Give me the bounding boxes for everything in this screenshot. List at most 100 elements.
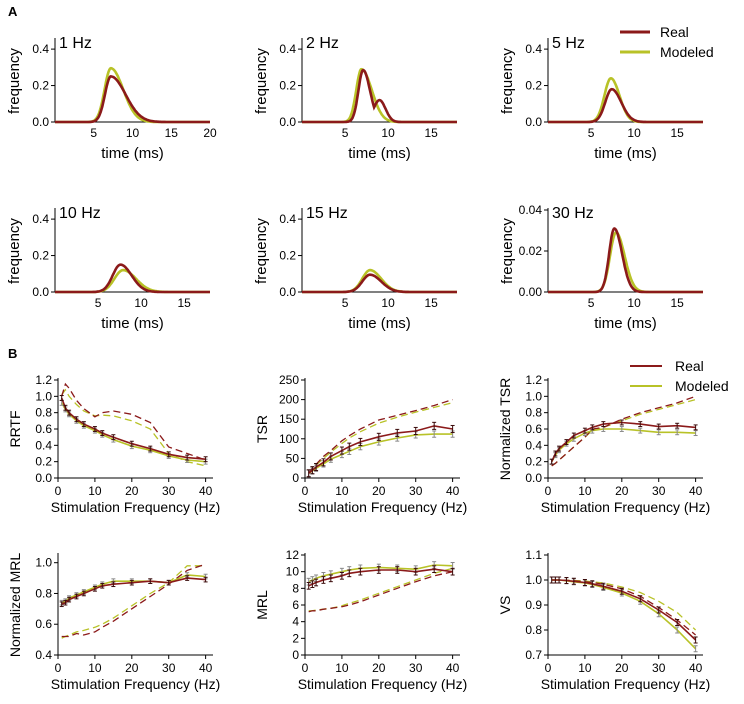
charts-container: 0.0 0.2 0.4 5 10 15 20 time (ms) frequency 1 Hz 0.… bbox=[6, 35, 710, 692]
x-tick-label: 30 bbox=[652, 484, 666, 498]
x-tick-label: 5 bbox=[95, 296, 102, 310]
modeled-curve bbox=[548, 231, 703, 294]
x-tick-label: 5 bbox=[90, 126, 97, 140]
x-tick-label: 20 bbox=[615, 484, 629, 498]
frequency-label: 2 Hz bbox=[306, 35, 339, 52]
legend-a: Real Modeled bbox=[620, 24, 714, 60]
y-tick-label: 0 bbox=[292, 471, 299, 485]
x-tick-label: 30 bbox=[409, 484, 423, 498]
y-tick-label: 250 bbox=[279, 373, 299, 387]
y-tick-label: 0.6 bbox=[525, 422, 542, 436]
y-tick-label: 100 bbox=[279, 432, 299, 446]
x-axis-label: time (ms) bbox=[594, 145, 657, 162]
x-tick-label: 20 bbox=[125, 661, 139, 675]
x-tick-label: 40 bbox=[446, 661, 460, 675]
x-tick-label: 20 bbox=[203, 126, 217, 140]
panel-label-b: B bbox=[8, 346, 17, 361]
x-tick-label: 10 bbox=[335, 661, 349, 675]
x-axis-label: Stimulation Frequency (Hz) bbox=[51, 676, 221, 692]
y-tick-label: 0.7 bbox=[525, 648, 542, 662]
x-tick-label: 10 bbox=[627, 296, 641, 310]
x-tick-label: 40 bbox=[689, 484, 703, 498]
y-axis-label: frequency bbox=[499, 218, 516, 284]
x-tick-label: 15 bbox=[424, 296, 438, 310]
y-tick-label: 0.6 bbox=[35, 617, 52, 631]
y-tick-label: 0.02 bbox=[519, 244, 543, 258]
real-curve bbox=[302, 68, 457, 124]
y-tick-label: 0.0 bbox=[279, 285, 296, 299]
x-tick-label: 40 bbox=[199, 484, 213, 498]
y-axis-label: frequency bbox=[499, 48, 516, 114]
x-axis-label: time (ms) bbox=[594, 315, 657, 332]
panel-label-a: A bbox=[8, 4, 18, 19]
real-dashed-line bbox=[308, 571, 453, 613]
y-axis-label: frequency bbox=[6, 48, 23, 114]
frequency-label: 5 Hz bbox=[552, 35, 585, 52]
x-tick-label: 10 bbox=[126, 126, 140, 140]
y-axis-label: frequency bbox=[253, 48, 270, 114]
y-tick-label: 150 bbox=[279, 412, 299, 426]
legend-b-modeled-label: Modeled bbox=[675, 378, 729, 394]
x-tick-label: 20 bbox=[372, 661, 386, 675]
x-tick-label: 10 bbox=[381, 126, 395, 140]
y-tick-label: 0.0 bbox=[35, 471, 52, 485]
x-tick-label: 0 bbox=[55, 661, 62, 675]
x-tick-label: 10 bbox=[627, 126, 641, 140]
x-tick-label: 10 bbox=[88, 484, 102, 498]
frequency-label: 1 Hz bbox=[59, 35, 92, 52]
x-tick-label: 20 bbox=[615, 661, 629, 675]
x-tick-label: 40 bbox=[446, 484, 460, 498]
y-tick-label: 0.2 bbox=[35, 455, 52, 469]
y-tick-label: 0.2 bbox=[279, 79, 296, 93]
y-tick-label: 0.9 bbox=[525, 598, 542, 612]
y-tick-label: 12 bbox=[286, 548, 300, 562]
modeled-line bbox=[551, 428, 696, 463]
y-tick-label: 0.0 bbox=[32, 115, 49, 129]
x-tick-label: 0 bbox=[545, 484, 552, 498]
frequency-label: 15 Hz bbox=[306, 205, 348, 222]
modeled-curve bbox=[302, 67, 457, 124]
x-tick-label: 30 bbox=[162, 484, 176, 498]
x-tick-label: 10 bbox=[578, 484, 592, 498]
x-tick-label: 30 bbox=[409, 661, 423, 675]
y-tick-label: 0.0 bbox=[279, 115, 296, 129]
y-tick-label: 200 bbox=[279, 393, 299, 407]
modeled-line bbox=[61, 402, 206, 463]
y-axis-label: Normalized MRL bbox=[7, 553, 23, 657]
y-tick-label: 1.2 bbox=[35, 373, 52, 387]
modeled-dashed-line bbox=[308, 567, 453, 612]
y-tick-label: 4 bbox=[292, 615, 299, 629]
x-axis-label: time (ms) bbox=[101, 315, 164, 332]
y-axis-label: frequency bbox=[6, 218, 23, 284]
y-tick-label: 0.0 bbox=[32, 285, 49, 299]
y-axis-label: frequency bbox=[253, 218, 270, 284]
x-tick-label: 20 bbox=[372, 484, 386, 498]
y-tick-label: 1.0 bbox=[35, 556, 52, 570]
x-axis-label: Stimulation Frequency (Hz) bbox=[298, 499, 468, 515]
x-tick-label: 5 bbox=[342, 296, 349, 310]
x-tick-label: 15 bbox=[670, 296, 684, 310]
y-tick-label: 0.4 bbox=[35, 648, 52, 662]
y-tick-label: 0.2 bbox=[525, 79, 542, 93]
y-tick-label: 0.8 bbox=[35, 586, 52, 600]
x-tick-label: 10 bbox=[578, 661, 592, 675]
y-tick-label: 0.2 bbox=[525, 455, 542, 469]
y-tick-label: 0.00 bbox=[519, 285, 543, 299]
chart-a4: 0.0 0.2 0.4 5 10 15 time (ms) frequency 10 Hz bbox=[6, 205, 210, 332]
chart-a3: 0.0 0.2 0.4 5 10 15 time (ms) frequency 5 Hz bbox=[499, 35, 703, 162]
real-dashed-line bbox=[551, 395, 696, 467]
y-axis-label: Normalized TSR bbox=[497, 378, 513, 480]
modeled-dashed-line bbox=[551, 398, 696, 467]
y-tick-label: 6 bbox=[292, 598, 299, 612]
x-tick-label: 20 bbox=[125, 484, 139, 498]
y-tick-label: 0.6 bbox=[35, 422, 52, 436]
y-tick-label: 0.8 bbox=[525, 406, 542, 420]
x-axis-label: time (ms) bbox=[348, 145, 411, 162]
y-tick-label: 0.4 bbox=[525, 42, 542, 56]
legend-b-real-label: Real bbox=[675, 358, 704, 374]
y-axis-label: RRTF bbox=[7, 410, 23, 447]
x-axis-label: time (ms) bbox=[348, 315, 411, 332]
